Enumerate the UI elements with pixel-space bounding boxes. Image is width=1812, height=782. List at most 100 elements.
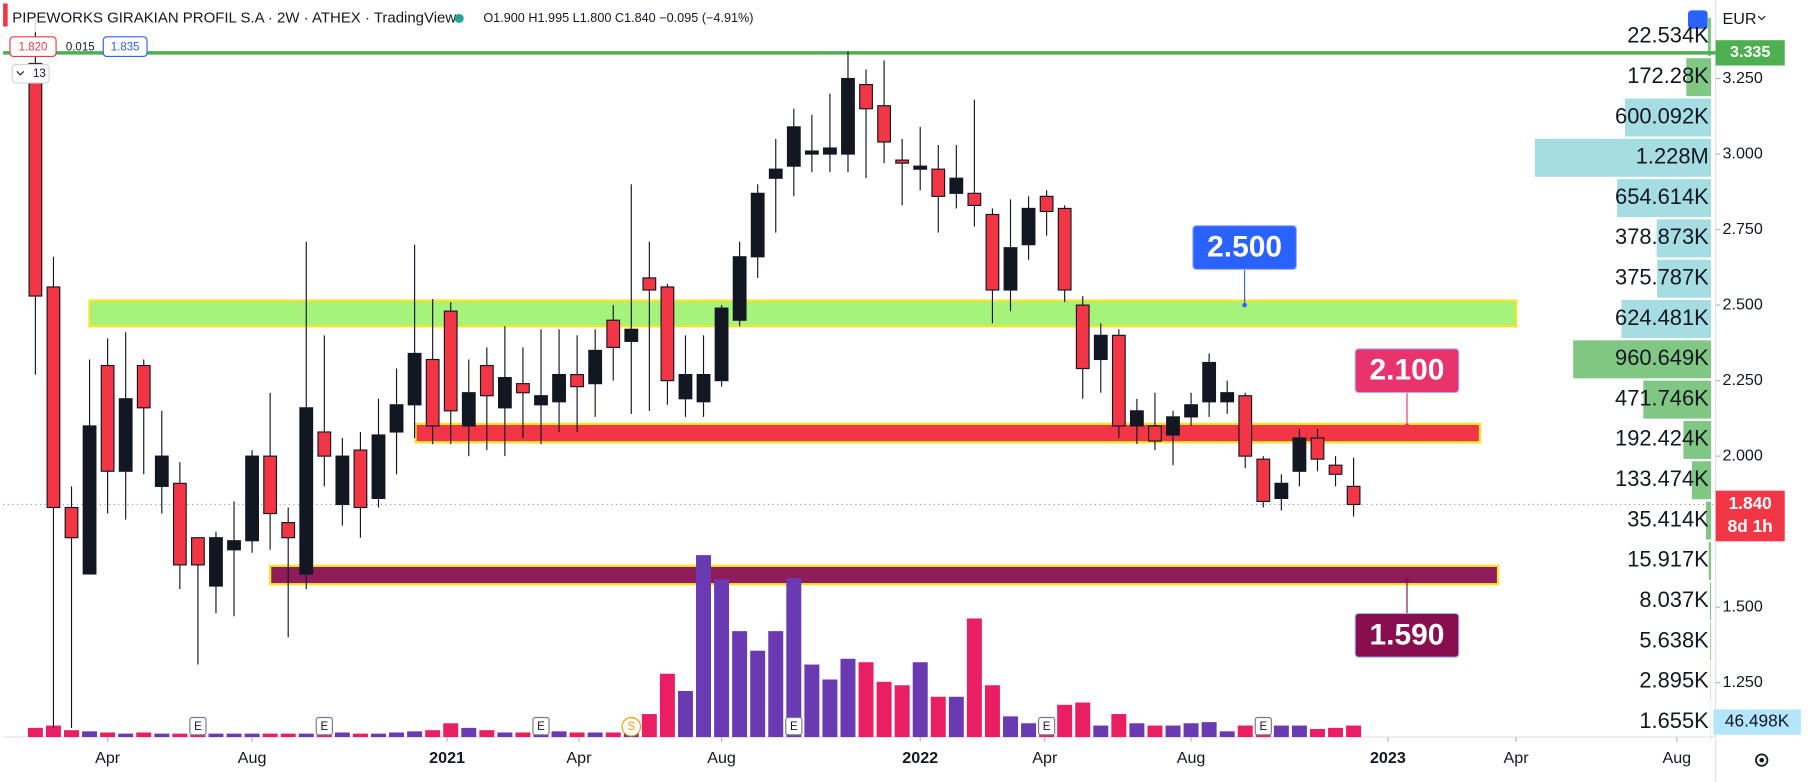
volume-bar: [569, 732, 585, 738]
candle-body: [389, 404, 404, 433]
volume-bar: [1328, 727, 1344, 738]
y-tick-label: 2.750: [1723, 220, 1763, 238]
candle-body: [443, 310, 458, 412]
profile-bar: [1709, 582, 1712, 621]
volume-bar: [1003, 716, 1018, 738]
candle-body: [1274, 482, 1289, 500]
profile-label: 22.534K: [1627, 23, 1709, 48]
volume-bar: [804, 664, 820, 738]
callout-anchor: [1404, 577, 1410, 583]
status-dot: [454, 13, 464, 24]
x-tick-label: Apr: [1032, 749, 1058, 767]
volume-bar: [587, 732, 603, 738]
candle-body: [1129, 410, 1144, 427]
zone: [268, 564, 1500, 586]
candle-body: [1039, 195, 1054, 213]
volume-bar: [840, 658, 856, 738]
event-marker: [1254, 716, 1272, 736]
profile-label: 378.873K: [1615, 224, 1709, 249]
x-tick-label: Aug: [1662, 749, 1691, 767]
sell-button[interactable]: [9, 36, 57, 58]
volume-bar: [461, 727, 477, 738]
profile-bar: [1686, 58, 1712, 97]
candle-body: [245, 455, 259, 542]
x-tick-label: Apr: [1504, 749, 1530, 767]
volume-tag: [1713, 709, 1801, 735]
event-label: E: [194, 721, 202, 733]
chevron: [16, 70, 25, 76]
candle-body: [1057, 207, 1072, 291]
profile-bar: [1573, 340, 1712, 379]
buy-button[interactable]: [102, 36, 148, 58]
volume-bar: [732, 631, 748, 738]
volume-bar: [27, 727, 43, 738]
chart-title: PIPEWORKS GIRAKIAN PROFIL S.A · 2W · ATH…: [12, 9, 456, 26]
y-tick-label: 1.250: [1723, 673, 1763, 691]
volume-bar: [551, 731, 567, 738]
volume-bar: [912, 662, 928, 738]
indicators-toggle[interactable]: [11, 63, 50, 84]
volume-bar: [100, 732, 116, 738]
candle-body: [1021, 207, 1036, 246]
candle-body: [678, 374, 693, 400]
volume-bar: [1147, 725, 1163, 738]
candle-body: [931, 168, 946, 197]
scale-button[interactable]: [1688, 10, 1708, 29]
volume-bar: [443, 723, 459, 738]
settings-icon[interactable]: [1755, 753, 1769, 767]
candle-body: [1202, 361, 1217, 403]
volume-bar: [371, 733, 386, 738]
candle-body: [967, 192, 982, 206]
volume-bar: [930, 696, 946, 738]
volume-bar: [948, 696, 964, 738]
volume-tag-label: 46.498K: [1725, 711, 1790, 731]
volume-bar: [334, 732, 350, 738]
profile-label: 2.895K: [1639, 668, 1709, 693]
x-tick-label: Aug: [1177, 749, 1206, 767]
candle-body: [1346, 485, 1361, 506]
profile-label: 192.424K: [1615, 426, 1709, 451]
callout-anchor: [1242, 302, 1247, 308]
callout-anchor: [1404, 423, 1410, 429]
candle-body: [895, 159, 910, 164]
volume-bar: [822, 679, 838, 738]
volume-bar: [605, 732, 621, 738]
layer: PIPEWORKS GIRAKIAN PROFIL S.A · 2W · ATH…: [3, 2, 1801, 767]
currency[interactable]: EUR: [1723, 10, 1757, 28]
candle-body: [534, 395, 548, 406]
legend-background: [3, 2, 775, 33]
volume-bar: [714, 579, 730, 738]
candle-body: [136, 364, 151, 409]
volume-bar: [1309, 729, 1325, 738]
volume-bar: [64, 730, 79, 738]
candle-body: [191, 537, 205, 566]
volume-bar: [894, 685, 910, 738]
profile-bar: [1691, 461, 1712, 500]
volume-bar: [966, 618, 982, 738]
profile-label: 172.28K: [1627, 63, 1709, 88]
volume-bar: [208, 733, 224, 738]
profile-label: 5.638K: [1639, 627, 1709, 652]
profile-label: 133.474K: [1615, 466, 1709, 491]
candle-body: [696, 374, 711, 403]
candle-body: [209, 537, 223, 587]
event-marker: [1037, 716, 1056, 736]
profile-bar: [1534, 138, 1712, 177]
volume-bar: [1111, 714, 1127, 738]
candle-body: [823, 147, 837, 155]
volume-bar: [298, 733, 314, 738]
candle-body: [859, 84, 873, 110]
zone: [414, 422, 1482, 444]
y-tick-label: 1.500: [1723, 597, 1763, 615]
profile-label: 8.037K: [1639, 587, 1709, 612]
candle-body: [227, 540, 241, 551]
candle-body: [1111, 334, 1126, 427]
zone: [88, 299, 1518, 328]
x-tick-label: 2023: [1370, 749, 1406, 767]
candle-body: [1093, 334, 1108, 361]
y-tick-label: 3.250: [1723, 69, 1763, 87]
event-label: S: [627, 721, 635, 733]
profile-bar: [1710, 622, 1712, 661]
candle-body: [949, 177, 964, 194]
